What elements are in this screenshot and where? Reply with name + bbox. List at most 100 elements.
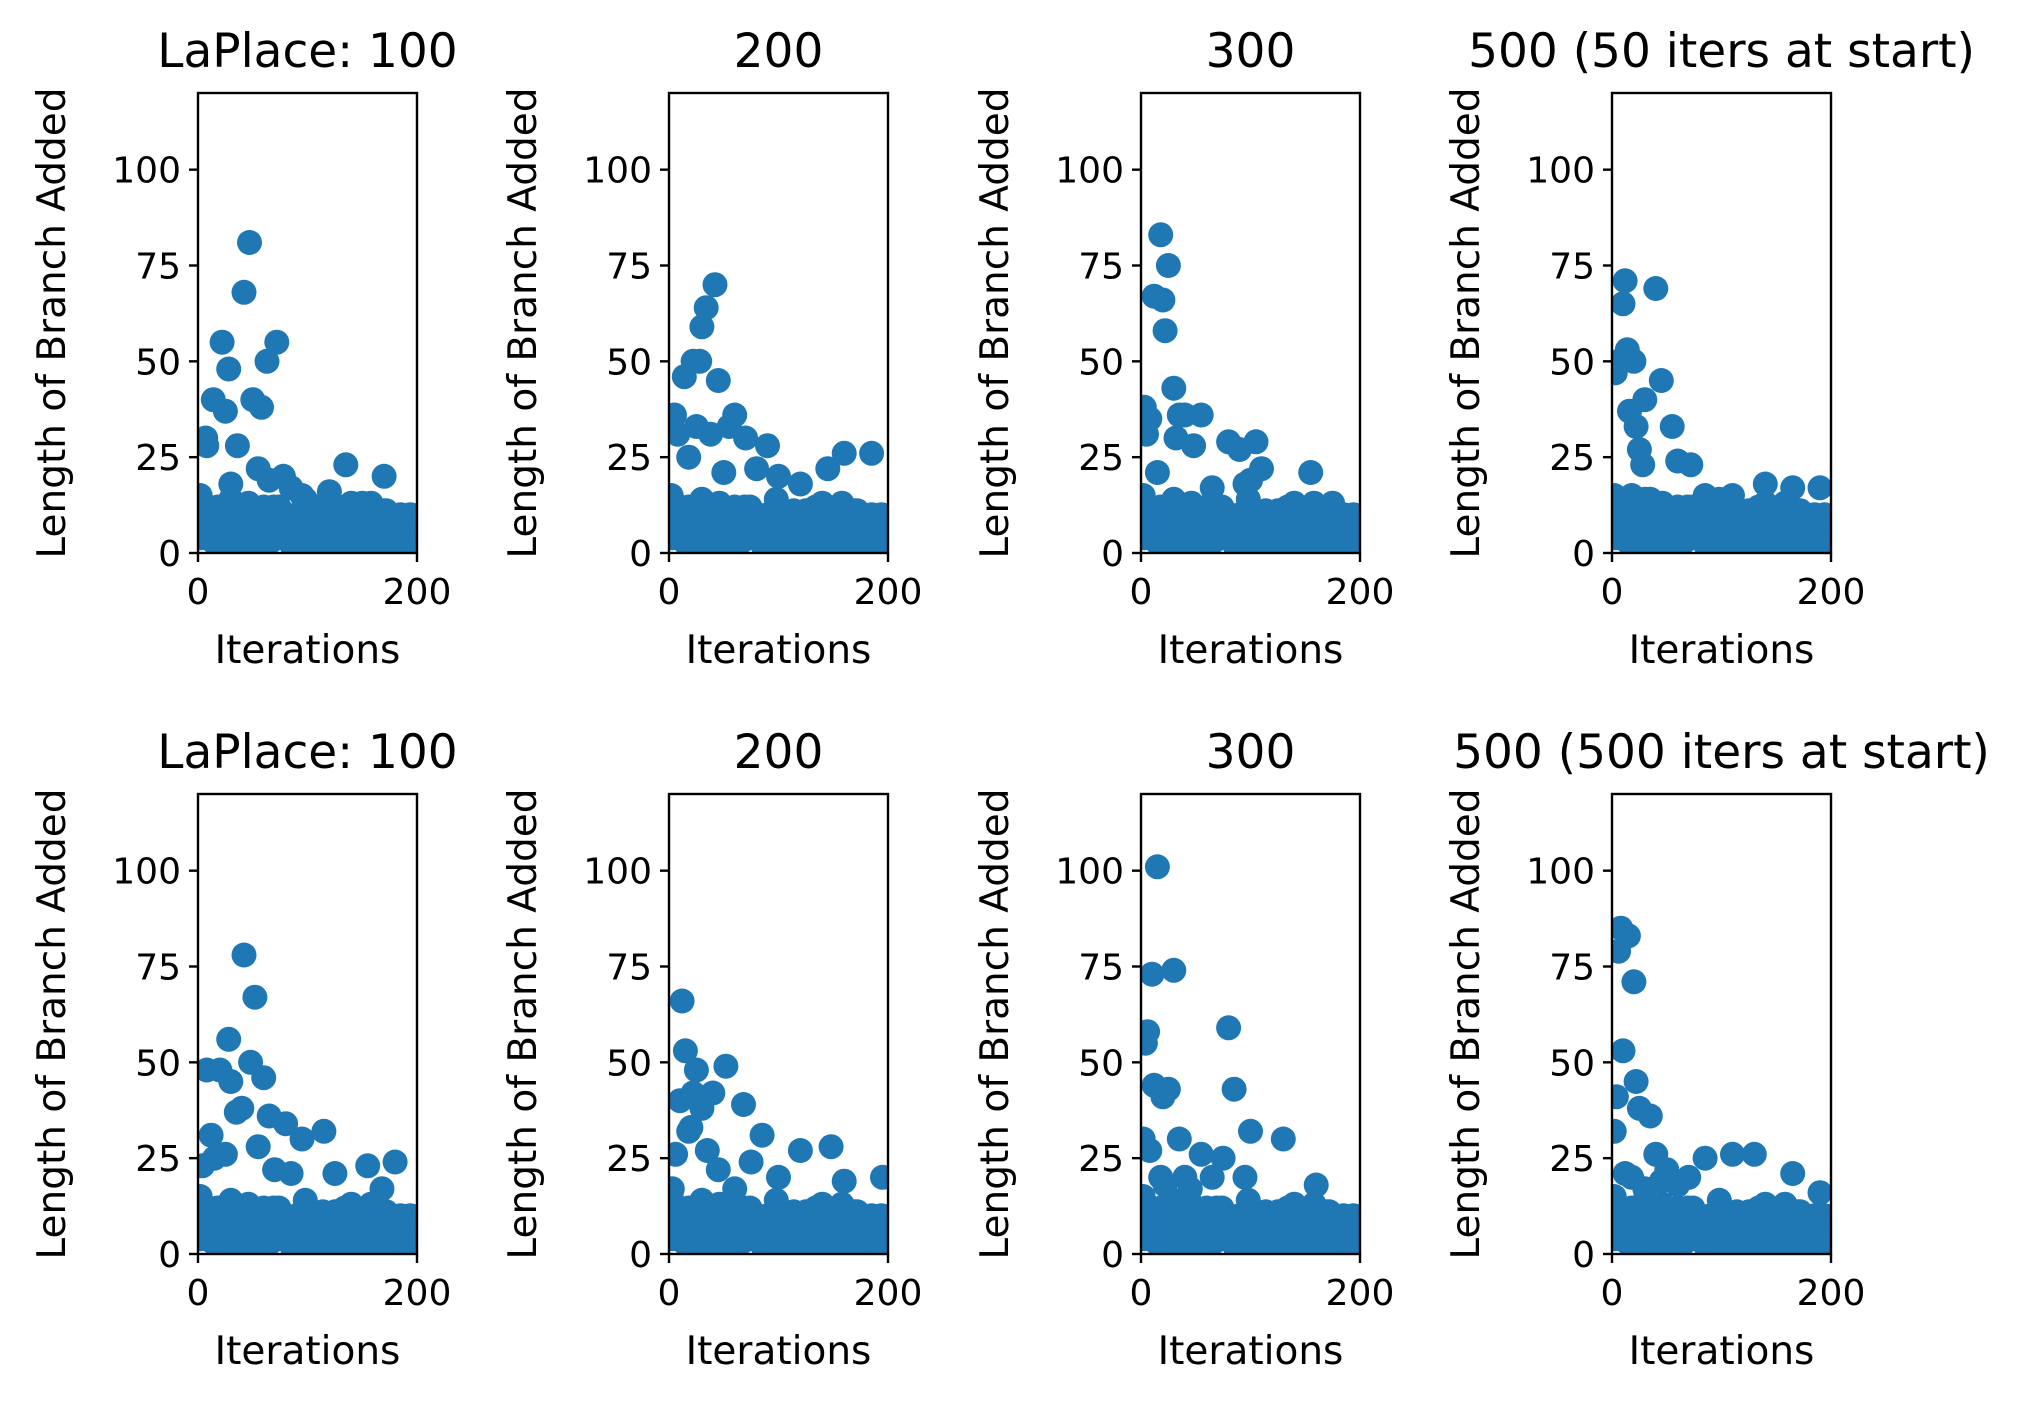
data-point bbox=[1166, 1126, 1192, 1152]
data-point bbox=[1210, 1145, 1236, 1171]
data-point bbox=[1648, 368, 1674, 393]
x-tick-label: 0 bbox=[658, 1273, 681, 1314]
data-point bbox=[1238, 1237, 1263, 1254]
data-point bbox=[722, 1195, 748, 1221]
data-point bbox=[1787, 498, 1813, 524]
y-axis-label: Length of Branch Added bbox=[30, 87, 75, 558]
data-point bbox=[1615, 923, 1641, 949]
data-point bbox=[757, 513, 783, 539]
data-point bbox=[1216, 1015, 1242, 1041]
y-tick-label: 75 bbox=[606, 948, 652, 989]
data-point bbox=[678, 1115, 704, 1140]
scatter-series bbox=[1612, 268, 1831, 553]
y-tick-label: 100 bbox=[1055, 852, 1124, 893]
data-point bbox=[1141, 1203, 1167, 1229]
y-tick-label: 0 bbox=[158, 534, 181, 575]
data-point bbox=[216, 356, 242, 382]
data-point bbox=[1281, 490, 1307, 516]
y-tick-label: 100 bbox=[1055, 151, 1124, 192]
plot-frame bbox=[1139, 792, 1362, 1256]
data-point bbox=[251, 1065, 277, 1091]
data-point bbox=[669, 402, 687, 428]
data-point bbox=[1612, 502, 1638, 528]
data-point bbox=[382, 1149, 408, 1175]
data-point bbox=[330, 509, 355, 535]
y-tick-label: 0 bbox=[1572, 1235, 1595, 1276]
data-point bbox=[1141, 1019, 1161, 1045]
data-point bbox=[233, 1210, 259, 1236]
x-tick-label: 200 bbox=[383, 1273, 452, 1314]
data-point bbox=[273, 1111, 299, 1137]
data-point bbox=[669, 1141, 689, 1167]
y-tick-label: 75 bbox=[1549, 948, 1595, 989]
plot-frame bbox=[667, 91, 890, 555]
plot-frame bbox=[196, 792, 419, 1256]
data-point bbox=[1141, 502, 1167, 528]
data-point bbox=[1700, 513, 1726, 539]
data-point bbox=[400, 1230, 417, 1254]
y-tick-label: 50 bbox=[1549, 1043, 1595, 1084]
plot-frame bbox=[1610, 91, 1833, 555]
data-point bbox=[1155, 1076, 1181, 1102]
y-tick-label: 25 bbox=[1549, 438, 1595, 479]
data-point bbox=[683, 1057, 709, 1083]
data-point bbox=[1194, 1195, 1220, 1221]
data-point bbox=[1676, 1164, 1702, 1190]
y-tick-label: 50 bbox=[135, 342, 181, 383]
data-point bbox=[1299, 532, 1325, 553]
data-point bbox=[1647, 1210, 1673, 1236]
data-point bbox=[744, 456, 770, 482]
x-tick-label: 0 bbox=[1601, 572, 1624, 613]
y-tick-label: 25 bbox=[606, 1139, 652, 1180]
data-point bbox=[1692, 483, 1718, 508]
subplot-1: 0 200 0 25 50 75 100 LaPlace: 100 Iterations Leng… bbox=[30, 24, 458, 673]
data-point bbox=[1807, 475, 1831, 501]
data-point bbox=[1298, 460, 1324, 485]
data-point bbox=[1243, 429, 1269, 455]
data-point bbox=[254, 348, 280, 374]
data-point bbox=[1678, 452, 1704, 478]
y-tick-label: 75 bbox=[606, 247, 652, 288]
x-tick-label: 200 bbox=[1326, 1273, 1395, 1314]
y-tick-label: 25 bbox=[135, 1139, 181, 1180]
data-point bbox=[1188, 1141, 1214, 1167]
scatter-series bbox=[198, 942, 417, 1254]
data-point bbox=[693, 295, 719, 321]
data-point bbox=[1612, 1084, 1629, 1110]
data-point bbox=[1744, 509, 1769, 535]
data-point bbox=[1720, 1141, 1745, 1167]
data-point bbox=[1155, 253, 1181, 278]
data-point bbox=[831, 440, 857, 466]
y-tick-label: 75 bbox=[1549, 247, 1595, 288]
data-point bbox=[766, 536, 791, 553]
data-point bbox=[1144, 460, 1170, 485]
x-tick-label: 200 bbox=[1797, 572, 1866, 613]
plot-frame bbox=[196, 91, 419, 555]
data-point bbox=[704, 1210, 730, 1236]
data-point bbox=[1152, 318, 1178, 344]
y-tick-label: 100 bbox=[1526, 151, 1595, 192]
data-point bbox=[689, 314, 715, 340]
subplot-6: 0 200 0 25 50 75 100 200 Iterations Length of Bra… bbox=[501, 725, 922, 1374]
data-point bbox=[766, 1237, 791, 1254]
data-point bbox=[212, 1141, 238, 1167]
x-tick-label: 0 bbox=[187, 572, 210, 613]
x-tick-label: 200 bbox=[854, 1273, 923, 1314]
data-point bbox=[242, 984, 268, 1010]
data-point bbox=[237, 230, 262, 255]
data-point bbox=[278, 1161, 304, 1186]
subplot-2: 0 200 0 25 50 75 100 200 Iterations Length of Bra… bbox=[501, 24, 922, 673]
data-point bbox=[371, 463, 397, 489]
scatter-series bbox=[1612, 915, 1831, 1254]
subplot-title: 300 bbox=[1206, 24, 1296, 79]
data-point bbox=[1709, 536, 1734, 553]
data-point bbox=[1238, 1118, 1263, 1144]
data-point bbox=[356, 1233, 382, 1254]
data-point bbox=[231, 942, 257, 968]
data-point bbox=[1299, 1233, 1325, 1254]
data-point bbox=[827, 532, 853, 553]
data-point bbox=[1709, 1237, 1734, 1254]
data-point bbox=[369, 1176, 395, 1202]
y-tick-label: 0 bbox=[1101, 1235, 1124, 1276]
data-point bbox=[1654, 494, 1680, 520]
